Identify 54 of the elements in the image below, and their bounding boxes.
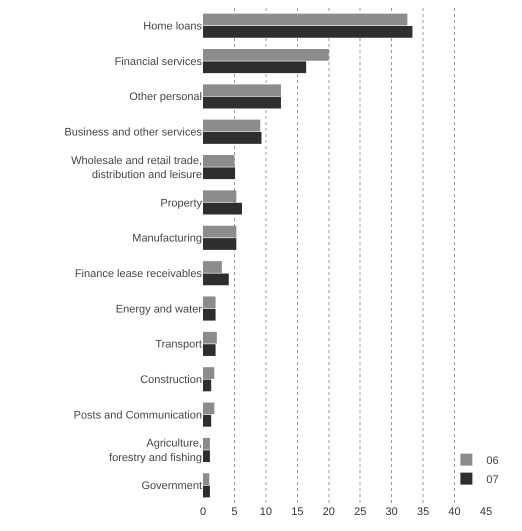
bar bbox=[203, 273, 229, 286]
y-tick-label: Energy and water bbox=[116, 303, 202, 316]
y-tick-label: Wholesale and retail trade, distribution and leisure bbox=[71, 154, 202, 182]
x-tick-label: 40 bbox=[448, 506, 461, 518]
bar bbox=[203, 296, 216, 308]
y-tick-label: Other personal bbox=[129, 91, 202, 104]
bar bbox=[203, 438, 210, 450]
y-tick-label: Posts and Communication bbox=[74, 409, 202, 422]
bar bbox=[203, 167, 236, 180]
bar bbox=[203, 190, 236, 202]
x-tick-label: 35 bbox=[416, 506, 430, 518]
bar bbox=[203, 308, 216, 321]
bar bbox=[203, 132, 262, 144]
y-tick-label: Home loans bbox=[143, 20, 202, 33]
x-tick-label: 45 bbox=[480, 506, 492, 518]
legend-label: 07 bbox=[486, 474, 499, 486]
bar bbox=[203, 14, 408, 26]
y-tick-label: Financial services bbox=[114, 56, 202, 68]
bar bbox=[203, 261, 222, 273]
bar bbox=[203, 380, 212, 392]
bar bbox=[203, 414, 212, 427]
bar bbox=[203, 96, 281, 108]
y-tick-label: Finance lease receivables bbox=[74, 268, 202, 280]
bar bbox=[203, 344, 216, 356]
bar bbox=[203, 473, 210, 486]
legend-label: 06 bbox=[486, 454, 499, 467]
bar bbox=[203, 202, 242, 215]
bar bbox=[203, 402, 214, 414]
bar bbox=[203, 84, 281, 96]
bar bbox=[203, 226, 236, 238]
bar bbox=[203, 26, 412, 38]
y-tick-label: Government bbox=[141, 480, 202, 492]
x-tick-label: 10 bbox=[260, 506, 272, 518]
bar bbox=[203, 238, 236, 250]
y-tick-label: Manufacturing bbox=[132, 232, 202, 245]
y-tick-label: Business and other services bbox=[64, 126, 202, 139]
bar bbox=[203, 450, 210, 462]
x-tick-label: 5 bbox=[231, 506, 238, 518]
bar bbox=[203, 367, 214, 379]
y-tick-label: Agriculture, forestry and fishing bbox=[109, 438, 202, 464]
y-tick-label: Property bbox=[160, 197, 202, 210]
bar bbox=[203, 48, 329, 61]
bar bbox=[203, 332, 217, 344]
bar bbox=[203, 120, 260, 132]
y-tick-label: Construction bbox=[140, 374, 202, 386]
x-tick-label: 25 bbox=[354, 506, 366, 518]
x-tick-label: 15 bbox=[291, 506, 304, 518]
x-tick-label: 30 bbox=[386, 506, 398, 518]
y-tick-label: Transport bbox=[155, 338, 202, 351]
x-tick-label: 0 bbox=[200, 506, 206, 518]
bar bbox=[203, 155, 234, 167]
bar bbox=[203, 61, 306, 74]
x-tick-label: 20 bbox=[322, 506, 335, 518]
bar bbox=[203, 486, 210, 498]
